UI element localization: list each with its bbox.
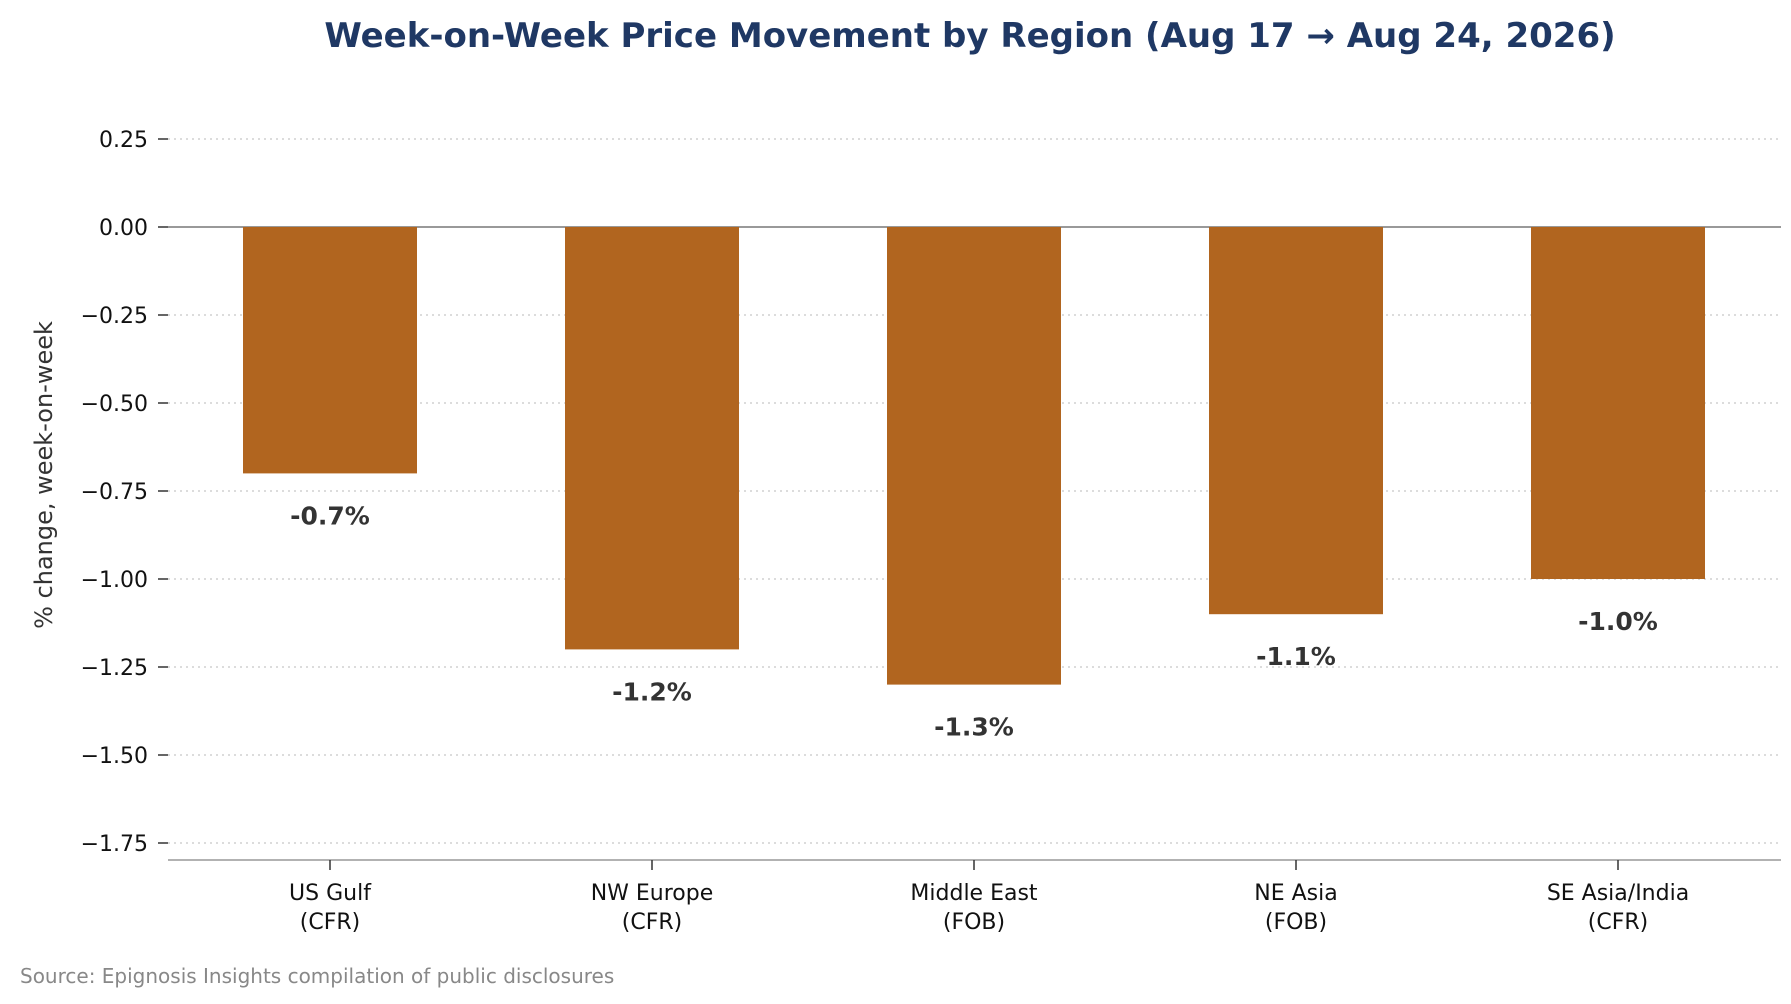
bar (1209, 227, 1383, 615)
data-label: -1.2% (612, 677, 692, 706)
y-tick-label: −0.50 (81, 392, 148, 417)
y-tick-label: −1.25 (81, 656, 148, 681)
y-tick-label: −1.50 (81, 744, 148, 769)
data-label: -0.7% (290, 501, 370, 530)
data-label: -1.3% (934, 713, 1014, 742)
y-tick-label: 0.25 (99, 128, 148, 153)
x-tick-label: US Gulf (289, 881, 372, 906)
bar (1531, 227, 1705, 579)
bar (887, 227, 1061, 685)
y-tick-label: −0.25 (81, 304, 148, 329)
x-tick-label: (CFR) (1588, 910, 1648, 935)
x-tick-label: (FOB) (943, 910, 1005, 935)
x-tick-label: Middle East (910, 881, 1038, 906)
x-axis: US Gulf (CFR) NW Europe (CFR) Middle East (FO… (168, 859, 1781, 935)
bar (243, 227, 417, 474)
x-tick-label: NW Europe (591, 881, 714, 906)
data-labels: -0.7% -1.2% -1.3% -1.1% -1.0% (290, 501, 1658, 741)
x-tick-label: (CFR) (622, 910, 682, 935)
x-tick-label: SE Asia/India (1547, 881, 1689, 906)
y-tick-label: −0.75 (81, 480, 148, 505)
data-label: -1.1% (1256, 642, 1336, 671)
y-tick-label: −1.00 (81, 568, 148, 593)
data-label: -1.0% (1578, 607, 1658, 636)
y-axis-label: % change, week-on-week (30, 321, 58, 629)
x-tick-label: (CFR) (300, 910, 360, 935)
y-axis: 0.25 0.00 −0.25 −0.50 −0.75 −1.00 −1.25 −1.50 −1… (81, 128, 168, 857)
y-tick-label: −1.75 (81, 832, 148, 857)
chart-title: Week-on-Week Price Movement by Region (A… (324, 16, 1615, 56)
y-tick-label: 0.00 (99, 216, 148, 241)
x-tick-label: (FOB) (1265, 910, 1327, 935)
bar (565, 227, 739, 650)
source-note: Source: Epignosis Insights compilation o… (20, 964, 614, 988)
bars (243, 227, 1705, 685)
x-tick-label: NE Asia (1254, 881, 1337, 906)
